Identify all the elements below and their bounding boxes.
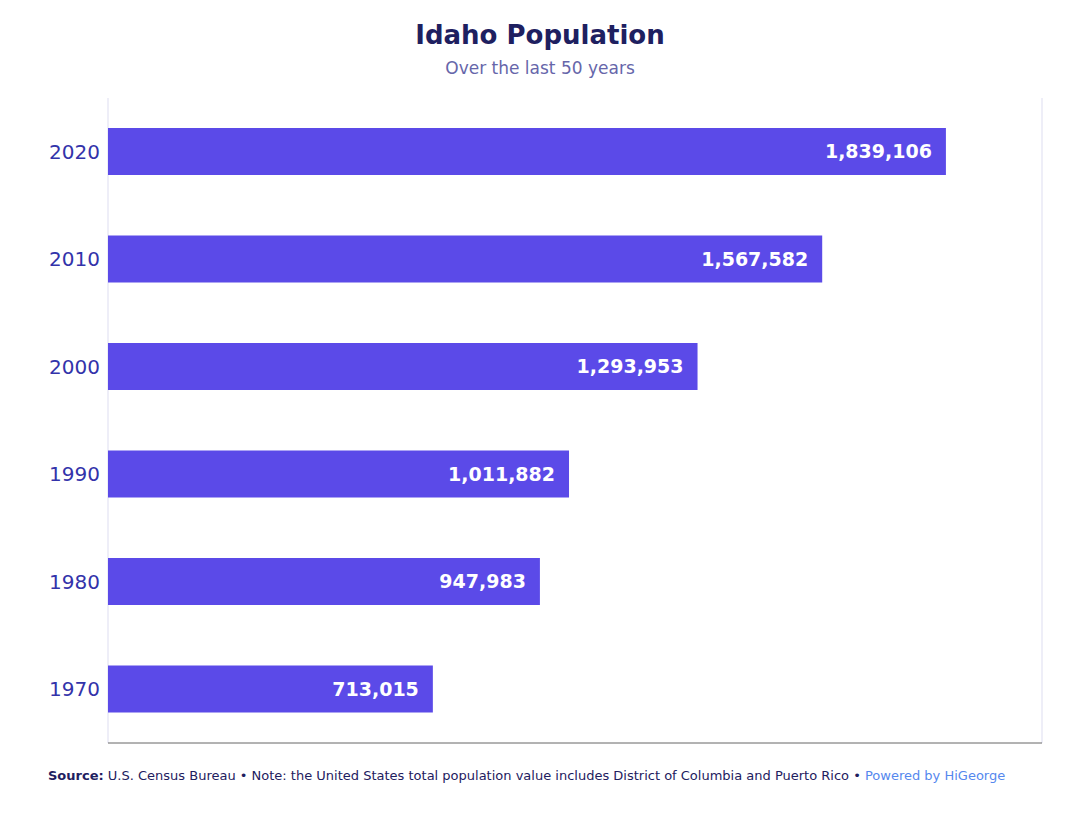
- svg-text:1980: 1980: [49, 570, 100, 594]
- svg-text:1970: 1970: [49, 677, 100, 701]
- svg-text:2010: 2010: [49, 247, 100, 271]
- html-text:Idaho Population: Idaho Population: [415, 20, 665, 50]
- svg-text:1,839,106: 1,839,106: [825, 140, 932, 162]
- svg-text:2000: 2000: [49, 355, 100, 379]
- html-text:Source: U.S. Census Bureau • N: Source: U.S. Census Bureau • Note: the U…: [48, 768, 1006, 783]
- svg-text:947,983: 947,983: [439, 570, 526, 592]
- html-text:Over the last 50 years: Over the last 50 years: [445, 58, 635, 78]
- svg-text:1,567,582: 1,567,582: [701, 248, 808, 270]
- svg-text:1990: 1990: [49, 462, 100, 486]
- svg-text:1,011,882: 1,011,882: [448, 463, 555, 485]
- svg-text:2020: 2020: [49, 140, 100, 164]
- svg-text:1,293,953: 1,293,953: [577, 355, 684, 377]
- svg-text:713,015: 713,015: [332, 678, 419, 700]
